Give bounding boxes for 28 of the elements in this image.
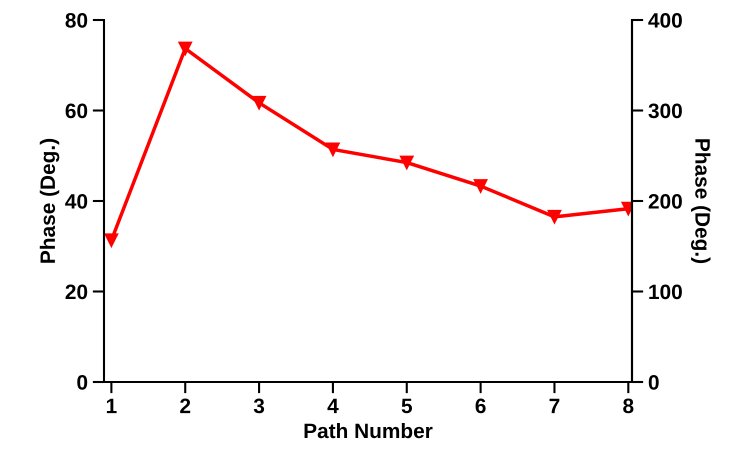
y2-axis-title: Phase (Deg.) [690, 139, 711, 264]
x-tick-label: 8 [623, 398, 634, 414]
y-tick-label: 80 [66, 13, 88, 28]
y-tick-label: 20 [66, 284, 88, 300]
point [474, 179, 488, 194]
y2-tick-label: 400 [648, 13, 682, 28]
y2-tick-label: 0 [648, 375, 659, 390]
x-tick-label: 3 [254, 398, 264, 414]
y-tick-label: 40 [65, 194, 88, 209]
point [104, 233, 118, 248]
y-tick-label: 0 [77, 375, 88, 390]
x-tick-label: 5 [402, 398, 412, 414]
x-tick-label: 6 [476, 398, 486, 414]
y2-tick-label: 300 [648, 104, 682, 118]
y2-tick-label: 100 [649, 284, 682, 300]
x-tick-label: 4 [327, 398, 339, 414]
point [178, 42, 192, 56]
y-tick-label: 60 [66, 104, 88, 118]
x-axis-title: Path Number [304, 422, 433, 438]
point [400, 156, 414, 170]
y-axis-title: Phase (Deg.) [40, 138, 60, 263]
point [252, 96, 266, 110]
x-tick-label: 2 [180, 398, 190, 414]
x-tick-label: 7 [550, 398, 560, 414]
point [548, 210, 562, 224]
y2-tick-label: 200 [648, 194, 682, 209]
point [326, 142, 340, 156]
x-tick-label: 1 [106, 398, 117, 414]
